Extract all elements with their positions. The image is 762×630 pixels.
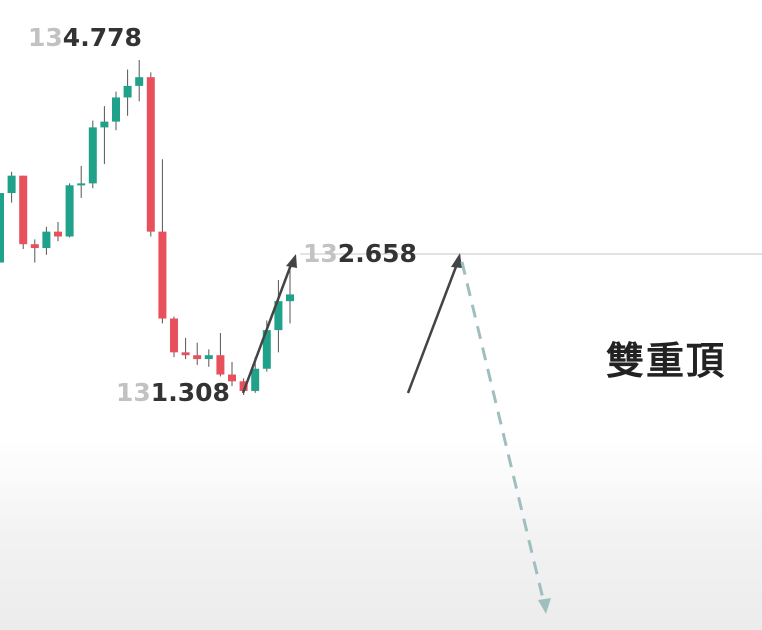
projected-fall-arrow-head [538,598,551,614]
candle-bullish [7,175,16,194]
projected-rise-arrow-head [451,253,462,268]
candle-bearish [170,318,178,353]
candle-bearish [193,355,202,360]
projected-rise-arrow [406,263,459,394]
candle-bearish [228,374,236,382]
candle-bullish [286,294,294,302]
neckline-price-label: 132.658 [303,239,417,268]
rebound-arrow [241,261,294,394]
candle-bullish [123,85,132,98]
candles-group [0,60,294,395]
candle-bearish [239,381,248,391]
low-price-label: 131.308 [116,378,230,407]
candle-bullish [251,368,260,391]
candle-bullish [0,193,4,263]
candle-bearish [216,355,225,375]
candle-bearish [30,244,39,249]
candle-bearish [54,231,62,237]
candle-bullish [112,97,120,122]
candle-bullish [88,127,97,184]
candle-bullish [274,301,283,331]
candle-bearish [146,77,155,232]
candle-bullish [100,121,109,128]
candle-bullish [77,183,86,186]
candle-bullish [262,330,271,369]
candle-bullish [204,355,213,360]
projected-fall-arrow [460,261,546,604]
candle-bearish [19,175,28,245]
candle-bearish [158,231,167,319]
candle-bullish [65,185,74,237]
pattern-title: 雙重頂 [606,339,726,383]
rebound-arrow-head [286,254,297,268]
candle-bullish [135,77,144,86]
candle-bullish [42,231,51,249]
candle-bearish [181,352,190,356]
high-price-label: 134.778 [28,23,142,52]
